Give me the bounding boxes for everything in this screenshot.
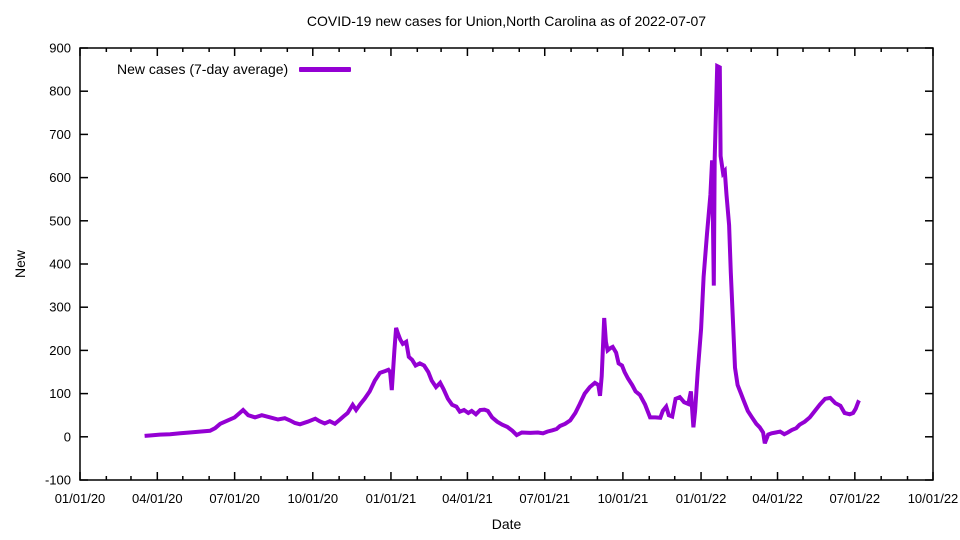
x-tick-label: 01/01/20 [55,491,106,506]
y-tick-label: 0 [64,429,71,444]
y-tick-label: 200 [49,343,71,358]
x-tick-label: 04/01/21 [442,491,493,506]
y-tick-label: 400 [49,257,71,272]
y-tick-label: 600 [49,170,71,185]
y-tick-label: 300 [49,300,71,315]
legend-line-sample [299,66,352,72]
x-tick-label: 07/01/20 [209,491,260,506]
x-tick-label: 01/01/21 [366,491,417,506]
x-axis-label: Date [491,516,522,532]
x-tick-label: 04/01/20 [132,491,183,506]
x-tick-label: 10/01/21 [598,491,649,506]
chart-title: COVID-19 new cases for Union,North Carol… [306,13,707,29]
x-tick-label: 07/01/21 [519,491,570,506]
y-tick-label: 900 [49,41,71,56]
plot-frame [79,47,934,481]
y-tick-label: 500 [49,213,71,228]
y-tick-label: -100 [45,473,71,488]
x-tick-label: 10/01/20 [287,491,338,506]
y-axis-label: New [12,250,28,279]
legend-label: New cases (7-day average) [117,61,289,77]
y-tick-label: 100 [49,386,71,401]
x-tick-label: 07/01/22 [830,491,881,506]
x-tick-label: 10/01/22 [908,491,959,506]
x-tick-label: 04/01/22 [752,491,803,506]
y-tick-label: 700 [49,127,71,142]
legend: New cases (7-day average) [117,61,352,77]
x-tick-label: 01/01/22 [676,491,727,506]
data-series-line [144,62,861,445]
y-tick-label: 800 [49,84,71,99]
